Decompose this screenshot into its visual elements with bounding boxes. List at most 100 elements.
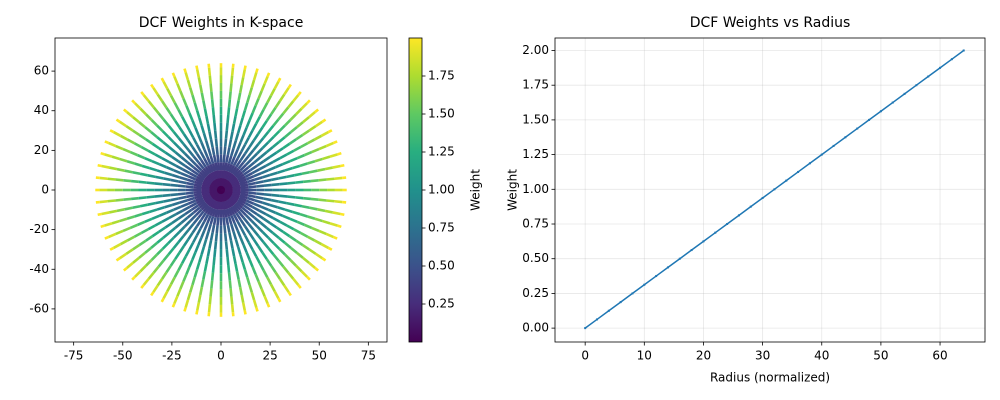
scatter-segment	[210, 272, 215, 281]
scatter-segment	[292, 164, 301, 170]
scatter-segment	[177, 184, 186, 188]
scatter-segment	[238, 178, 247, 184]
scatter-segment	[267, 208, 276, 214]
scatter-segment	[262, 130, 270, 139]
scatter-segment	[250, 79, 256, 88]
scatter-segment	[300, 142, 309, 149]
scatter-segment	[206, 206, 213, 216]
scatter-segment	[147, 174, 156, 179]
scatter-segment	[324, 166, 334, 171]
scatter-segment	[295, 180, 304, 184]
scatter-segment	[225, 154, 230, 164]
scatter-segment	[195, 69, 201, 78]
scatter-segment	[175, 209, 184, 216]
scatter-segment	[183, 219, 192, 228]
scatter-segment	[239, 163, 247, 172]
scatter-segment	[270, 198, 280, 203]
scatter-segment	[203, 213, 210, 223]
scatter-segment	[284, 208, 293, 214]
scatter-segment	[287, 291, 292, 297]
scatter-segment	[228, 280, 232, 289]
scatter-segment	[185, 191, 194, 195]
scatter-segment	[251, 122, 258, 132]
scatter-segment	[258, 209, 267, 216]
scatter-segment	[284, 166, 293, 172]
scatter-segment	[156, 136, 165, 144]
scatter-segment	[225, 163, 231, 172]
scatter-segment	[261, 201, 271, 207]
scatter-segment	[132, 116, 140, 124]
scatter-segment	[278, 278, 286, 287]
scatter-segment	[240, 227, 247, 237]
scatter-segment	[162, 231, 171, 239]
scatter-segment	[122, 108, 128, 114]
scatter-segment	[150, 119, 159, 127]
scatter-segment	[156, 206, 165, 211]
scatter-segment	[200, 92, 205, 101]
scatter-segment	[292, 278, 300, 286]
scatter-segment	[202, 132, 208, 142]
scatter-segment	[239, 153, 247, 162]
scatter-segment	[235, 271, 240, 280]
scatter-segment	[252, 72, 258, 81]
scatter-segment	[334, 199, 343, 204]
scatter-segment	[156, 93, 164, 102]
scatter-segment	[321, 118, 327, 123]
scatter-segment	[173, 169, 182, 175]
marker	[808, 162, 811, 165]
scatter-segment	[213, 122, 217, 131]
scatter-segment	[173, 205, 182, 211]
scatter-segment	[233, 149, 239, 158]
scatter-segment	[119, 252, 127, 260]
scatter-segment	[177, 160, 186, 167]
marker	[950, 58, 953, 61]
scatter-segment	[172, 231, 181, 239]
scatter-segment	[182, 168, 191, 175]
scatter-segment	[108, 209, 118, 214]
scatter-segment	[183, 152, 192, 161]
scatter-segment	[171, 173, 181, 179]
scatter-segment	[286, 224, 295, 231]
scatter-segment	[325, 232, 335, 239]
scatter-segment	[262, 217, 271, 225]
scatter-segment	[139, 172, 149, 177]
marker	[666, 266, 669, 269]
scatter-segment	[317, 208, 326, 213]
scatter-segment	[184, 208, 193, 216]
scatter-segment	[101, 211, 110, 216]
axes-frame	[54, 37, 388, 343]
scatter-segment	[177, 235, 185, 243]
scatter-segment	[287, 83, 292, 89]
scatter-segment	[293, 228, 302, 235]
scatter-segment	[227, 207, 233, 217]
scatter-segment	[126, 111, 134, 119]
scatter-segment	[208, 75, 212, 84]
scatter-segment	[211, 163, 217, 172]
y-tick-label: -60	[29, 301, 49, 315]
scatter-segment	[226, 224, 231, 234]
scatter-segment	[243, 136, 250, 146]
scatter-segment	[261, 141, 270, 149]
scatter-segment	[187, 199, 197, 205]
marker	[607, 309, 610, 312]
scatter-segment	[252, 229, 260, 237]
y-tick-label: -40	[29, 262, 49, 276]
scatter-segment	[314, 217, 323, 223]
scatter-segment	[195, 143, 202, 153]
x-tick-label: 75	[361, 349, 376, 363]
marker	[702, 240, 705, 243]
scatter-segment	[139, 264, 147, 273]
scatter-segment	[229, 288, 233, 297]
scatter-segment	[101, 164, 110, 169]
scatter-segment	[200, 141, 206, 151]
scatter-segment	[187, 139, 194, 148]
scatter-segment	[182, 143, 190, 151]
scatter-segment	[160, 77, 165, 83]
scatter-segment	[250, 219, 259, 228]
scatter-segment	[265, 213, 274, 220]
scatter-segment	[283, 119, 292, 127]
scatter-segment	[277, 297, 282, 303]
scatter-segment	[180, 255, 187, 265]
scatter-segment	[193, 102, 199, 111]
